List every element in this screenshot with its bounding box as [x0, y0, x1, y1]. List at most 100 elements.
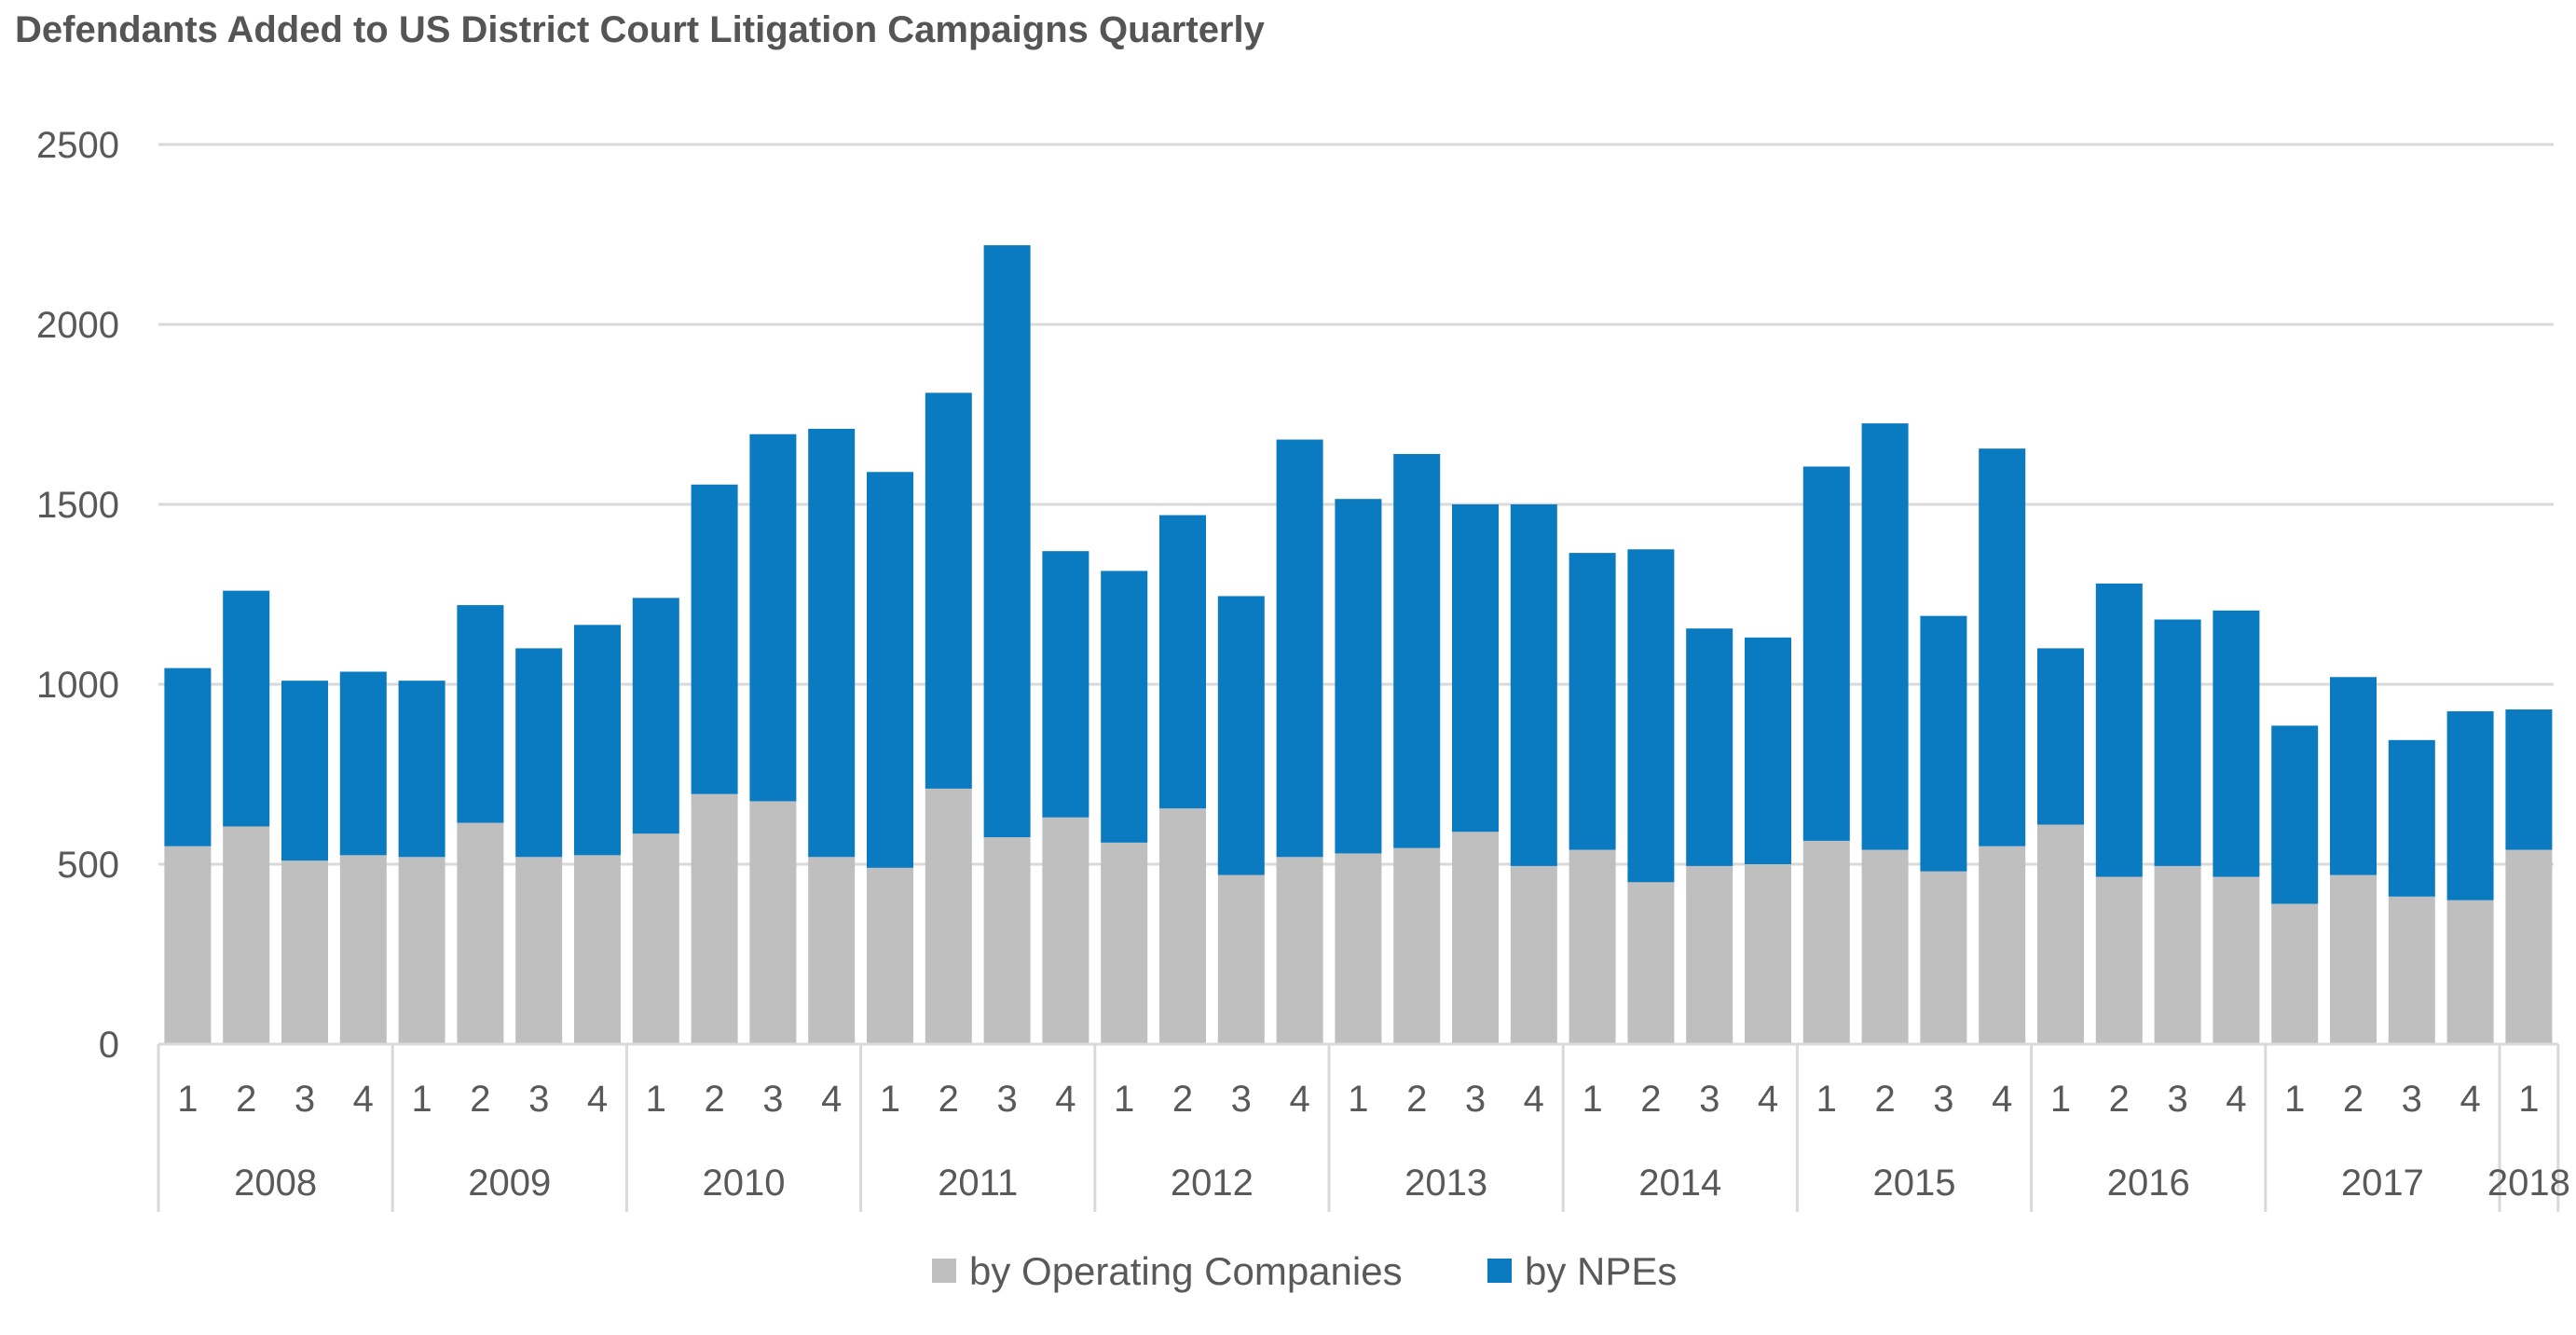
bar-npes — [632, 598, 679, 834]
x-tick-label-quarter: 2 — [236, 1079, 256, 1120]
bar-npes — [1159, 515, 1206, 809]
y-tick-label: 1500 — [36, 485, 119, 526]
x-tick-label-quarter: 2 — [1172, 1079, 1193, 1120]
bars — [164, 245, 2553, 1044]
bar-operating-companies — [1042, 817, 1089, 1044]
bar-operating-companies — [691, 793, 738, 1044]
bar-operating-companies — [749, 801, 797, 1044]
bar-npes — [1686, 628, 1733, 866]
y-tick-label: 0 — [99, 1025, 119, 1066]
bar-operating-companies — [1510, 865, 1557, 1044]
bar-operating-companies — [1627, 882, 1675, 1044]
x-tick-label-quarter: 3 — [1465, 1079, 1486, 1120]
bar-operating-companies — [1159, 808, 1206, 1044]
x-tick-label-quarter: 1 — [646, 1079, 666, 1120]
bar-operating-companies — [1802, 840, 1850, 1044]
legend-swatch-operating-companies — [932, 1259, 956, 1283]
bar-npes — [574, 625, 621, 856]
bar-npes — [2037, 648, 2084, 825]
x-tick-label-year: 2009 — [468, 1163, 551, 1204]
bar-operating-companies — [1920, 871, 1967, 1044]
bar-operating-companies — [515, 857, 563, 1044]
bar-operating-companies — [164, 846, 212, 1044]
bar-operating-companies — [1979, 846, 2026, 1044]
legend-label-npes: by NPEs — [1525, 1249, 1677, 1293]
bar-npes — [1276, 439, 1323, 858]
x-tick-label-quarter: 2 — [1640, 1079, 1661, 1120]
bar-npes — [1452, 504, 1499, 833]
x-tick-label-year: 2017 — [2341, 1163, 2424, 1204]
bar-operating-companies — [1101, 842, 1148, 1044]
bar-operating-companies — [457, 822, 504, 1044]
bar-npes — [2095, 583, 2143, 877]
x-tick-label-quarter: 3 — [1933, 1079, 1953, 1120]
x-tick-label-quarter: 4 — [1992, 1079, 2012, 1120]
bar-npes — [2330, 677, 2377, 875]
chart-title: Defendants Added to US District Court Li… — [15, 9, 1265, 50]
x-tick-label-quarter: 2 — [2343, 1079, 2364, 1120]
x-tick-label-quarter: 3 — [996, 1079, 1017, 1120]
bar-npes — [164, 668, 212, 846]
y-tick-label: 2000 — [36, 305, 119, 346]
bar-operating-companies — [2154, 865, 2201, 1044]
x-tick-label-quarter: 4 — [1289, 1079, 1309, 1120]
bar-operating-companies — [2330, 874, 2377, 1044]
bar-npes — [281, 681, 328, 861]
bar-operating-companies — [1452, 832, 1499, 1044]
bar-npes — [223, 590, 270, 827]
bar-operating-companies — [574, 855, 621, 1044]
bar-npes — [2388, 739, 2435, 897]
bar-npes — [2154, 619, 2201, 866]
bar-npes — [1335, 499, 1382, 854]
bar-npes — [339, 671, 387, 856]
legend: by Operating Companies by NPEs — [932, 1249, 1677, 1293]
bar-npes — [867, 472, 913, 868]
x-tick-label-quarter: 3 — [2167, 1079, 2187, 1120]
bar-npes — [457, 605, 504, 823]
bar-operating-companies — [223, 826, 270, 1044]
bar-operating-companies — [1686, 865, 1733, 1044]
bar-operating-companies — [867, 867, 913, 1044]
bar-npes — [398, 681, 445, 858]
bar-npes — [1101, 571, 1148, 843]
bar-npes — [808, 428, 856, 858]
bar-npes — [1569, 553, 1616, 850]
x-tick-label-quarter: 1 — [411, 1079, 432, 1120]
x-tick-label-year: 2013 — [1404, 1163, 1487, 1204]
bar-operating-companies — [925, 788, 972, 1044]
x-tick-label-year: 2018 — [2487, 1163, 2570, 1204]
x-tick-label-quarter: 1 — [1582, 1079, 1602, 1120]
bar-operating-companies — [2446, 900, 2494, 1044]
bar-npes — [2271, 725, 2319, 904]
bar-npes — [1745, 637, 1791, 864]
bar-npes — [1217, 596, 1265, 875]
x-tick-label-quarter: 2 — [939, 1079, 959, 1120]
bar-operating-companies — [1393, 847, 1441, 1044]
bar-npes — [925, 392, 972, 789]
bar-operating-companies — [808, 857, 856, 1044]
x-tick-label-quarter: 2 — [470, 1079, 490, 1120]
x-tick-label-year: 2010 — [703, 1163, 786, 1204]
x-tick-label-year: 2016 — [2107, 1163, 2190, 1204]
bar-operating-companies — [281, 860, 328, 1044]
bar-npes — [515, 648, 563, 858]
x-tick-label-quarter: 1 — [880, 1079, 900, 1120]
x-tick-label-year: 2011 — [938, 1163, 1018, 1204]
bar-npes — [1510, 504, 1557, 866]
x-tick-label-quarter: 3 — [1231, 1079, 1252, 1120]
x-tick-label-quarter: 4 — [353, 1079, 374, 1120]
bar-operating-companies — [1569, 849, 1616, 1044]
x-tick-label-quarter: 3 — [2402, 1079, 2422, 1120]
x-tick-label-quarter: 4 — [1524, 1079, 1544, 1120]
x-tick-label-quarter: 4 — [587, 1079, 608, 1120]
x-tick-label-quarter: 2 — [1874, 1079, 1895, 1120]
bar-npes — [2213, 610, 2260, 877]
bar-npes — [1920, 615, 1967, 872]
x-tick-label-year: 2015 — [1873, 1163, 1956, 1204]
bar-npes — [691, 484, 738, 794]
bar-operating-companies — [2271, 903, 2319, 1044]
x-tick-label-quarter: 4 — [2460, 1079, 2480, 1120]
bar-operating-companies — [2505, 849, 2553, 1044]
x-tick-label-quarter: 3 — [1699, 1079, 1720, 1120]
